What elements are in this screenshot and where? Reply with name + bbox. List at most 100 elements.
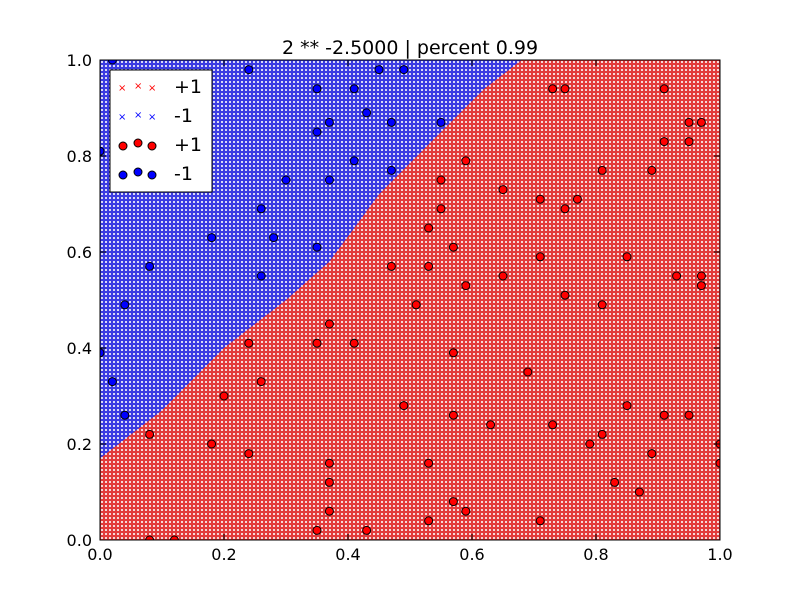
point-pos-28 (448, 497, 458, 507)
point-pos-61 (684, 410, 694, 420)
point-pos-57 (659, 410, 669, 420)
point-pos-63 (696, 271, 706, 281)
y-tick-label-5: 1.0 (67, 51, 92, 70)
point-neg-2 (107, 60, 117, 65)
point-neg-20 (362, 108, 372, 118)
point-pos-43 (560, 290, 570, 300)
point-pos-6 (244, 449, 254, 459)
point-neg-10 (256, 271, 266, 281)
point-pos-13 (324, 506, 334, 516)
point-neg-12 (281, 175, 291, 185)
legend-pos-o-marker-2 (133, 138, 143, 148)
legend-entry-pos-x: × × × +1 (118, 76, 202, 98)
point-pos-1 (169, 535, 179, 540)
point-pos-62 (696, 117, 706, 127)
y-tick-label-3: 0.6 (67, 243, 92, 262)
point-neg-6 (145, 261, 155, 271)
point-pos-52 (634, 487, 644, 497)
y-tick-label-0: 0.0 (67, 531, 92, 550)
point-neg-23 (386, 165, 396, 175)
x-tick-label-5: 1.0 (707, 545, 732, 564)
point-pos-27 (448, 410, 458, 420)
legend-pos-o-label: +1 (174, 134, 202, 156)
point-pos-19 (424, 223, 434, 233)
point-pos-3 (207, 439, 217, 449)
point-pos-51 (622, 401, 632, 411)
point-pos-9 (312, 525, 322, 535)
point-neg-4 (120, 300, 130, 310)
legend-neg-o-marker-1 (118, 170, 128, 180)
point-pos-7 (256, 377, 266, 387)
legend-neg-x-marker-2: × (134, 110, 142, 121)
point-pos-5 (244, 338, 254, 348)
point-pos-50 (622, 252, 632, 262)
point-pos-10 (324, 319, 334, 329)
point-neg-18 (349, 84, 359, 94)
legend-neg-o-label: -1 (174, 163, 193, 185)
point-pos-30 (461, 281, 471, 291)
point-pos-54 (647, 449, 657, 459)
point-neg-15 (312, 242, 322, 252)
y-tick-label-4: 0.8 (67, 147, 92, 166)
point-pos-47 (597, 300, 607, 310)
point-neg-13 (312, 84, 322, 94)
point-pos-46 (597, 165, 607, 175)
point-pos-56 (659, 137, 669, 147)
point-neg-16 (324, 117, 334, 127)
point-pos-18 (411, 300, 421, 310)
point-pos-20 (424, 261, 434, 271)
legend-entry-neg-o: -1 (118, 163, 193, 185)
point-pos-26 (448, 348, 458, 358)
point-pos-53 (647, 165, 657, 175)
point-neg-19 (349, 156, 359, 166)
point-pos-38 (535, 516, 545, 526)
point-pos-8 (312, 338, 322, 348)
point-neg-0 (100, 146, 105, 156)
legend-pos-x-label: +1 (174, 76, 202, 98)
point-pos-42 (560, 204, 570, 214)
legend: × × × +1 × × × -1 +1 -1 (109, 69, 213, 193)
point-pos-41 (560, 84, 570, 94)
point-pos-32 (486, 420, 496, 430)
legend-pos-x-marker-1: × (118, 83, 126, 94)
x-tick-label-1: 0.2 (211, 545, 236, 564)
point-pos-21 (424, 458, 434, 468)
points-layer (100, 60, 720, 540)
point-pos-40 (548, 420, 558, 430)
point-neg-7 (207, 233, 217, 243)
point-pos-66 (715, 458, 720, 468)
legend-neg-o-marker-2 (133, 167, 143, 177)
point-pos-45 (585, 439, 595, 449)
legend-neg-x-marker-1: × (118, 112, 126, 123)
x-tick-label-0: 0.0 (87, 545, 112, 564)
point-neg-1 (100, 348, 105, 358)
legend-neg-x-marker-3: × (148, 112, 156, 123)
point-pos-31 (461, 506, 471, 516)
legend-box (109, 69, 213, 193)
point-neg-5 (120, 410, 130, 420)
point-pos-44 (572, 194, 582, 204)
point-pos-58 (672, 271, 682, 281)
y-tick-label-2: 0.4 (67, 339, 92, 358)
point-pos-37 (535, 252, 545, 262)
point-pos-35 (523, 367, 533, 377)
legend-pos-o-marker-3 (147, 141, 157, 151)
point-pos-64 (696, 281, 706, 291)
legend-pos-o-marker-1 (118, 141, 128, 151)
point-pos-39 (548, 84, 558, 94)
x-tick-label-2: 0.4 (335, 545, 360, 564)
point-pos-15 (362, 525, 372, 535)
point-neg-17 (324, 175, 334, 185)
point-pos-23 (436, 175, 446, 185)
legend-entry-neg-x: × × × -1 (118, 105, 193, 127)
chart-title: 2 ** -2.5000 | percent 0.99 (282, 37, 538, 59)
point-pos-17 (399, 401, 409, 411)
legend-pos-x-marker-2: × (134, 81, 142, 92)
plot-frame (99, 59, 721, 541)
point-pos-49 (610, 477, 620, 487)
x-tick-label-3: 0.6 (459, 545, 484, 564)
point-pos-36 (535, 194, 545, 204)
point-pos-48 (597, 429, 607, 439)
plot-area (100, 60, 720, 540)
